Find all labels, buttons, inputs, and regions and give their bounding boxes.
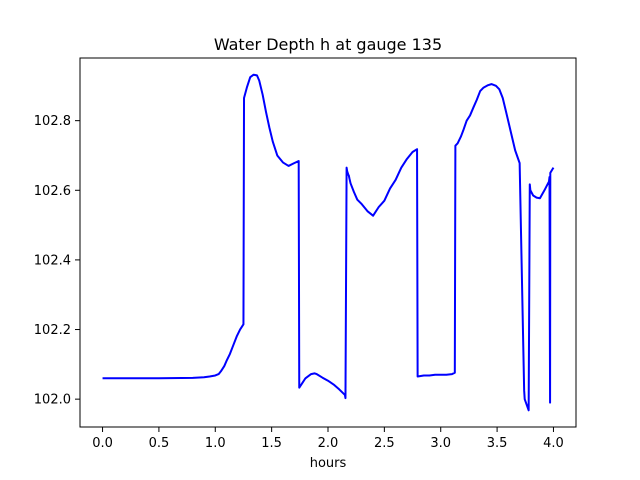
series-line — [102, 73, 555, 412]
x-tick-label: 1.0 — [205, 436, 226, 451]
x-tick-label: 4.0 — [543, 436, 564, 451]
y-axis: 102.0 102.2 102.4 102.6 102.8 — [34, 114, 80, 408]
y-tick-label: 102.6 — [34, 184, 71, 199]
y-tick-label: 102.0 — [34, 393, 71, 408]
x-tick-label: 3.0 — [430, 436, 451, 451]
x-tick-label: 3.5 — [487, 436, 508, 451]
x-axis-label: hours — [310, 456, 347, 471]
x-tick-label: 0.5 — [149, 436, 170, 451]
x-tick-label: 2.5 — [374, 436, 395, 451]
y-tick-label: 102.2 — [34, 323, 71, 338]
x-tick-label: 0.0 — [92, 436, 113, 451]
y-tick-label: 102.4 — [34, 253, 71, 268]
x-tick-label: 2.0 — [318, 436, 339, 451]
x-tick-label: 1.5 — [261, 436, 282, 451]
y-tick-label: 102.8 — [34, 114, 71, 129]
chart-title: Water Depth h at gauge 135 — [214, 35, 442, 54]
x-axis: 0.0 0.5 1.0 1.5 2.0 2.5 3.0 3.5 4.0 — [92, 427, 564, 451]
